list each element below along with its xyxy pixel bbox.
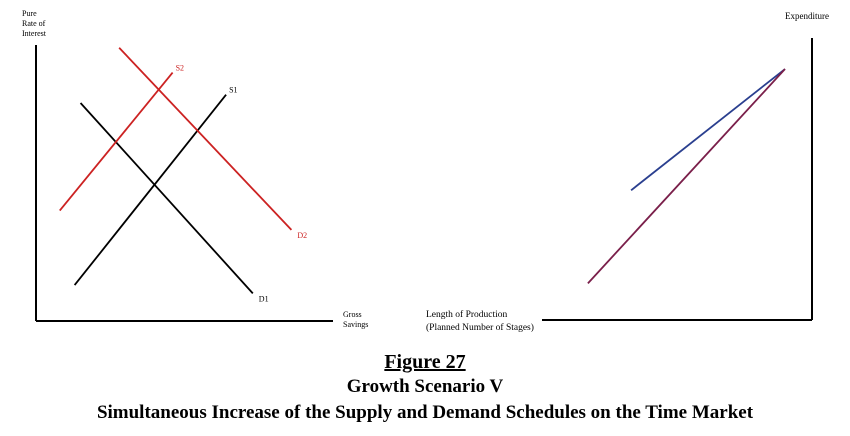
series-line-1-1 <box>587 68 786 284</box>
series-label-s2: S2 <box>176 64 184 73</box>
figure-number-text: Figure 27 <box>384 351 466 373</box>
time-market-chart: S1 D1 S2 D2 Pure Rate of Interest Gross Saving… <box>22 9 368 329</box>
production-structure-chart: Expenditure Length of Production (Planned… <box>426 11 829 333</box>
figure-number: Figure 27 <box>0 351 850 374</box>
series-line-s1 <box>73 94 227 286</box>
series-line-s2 <box>59 72 174 212</box>
series-label-d1: D1 <box>259 294 269 303</box>
right-series-group <box>587 68 786 284</box>
series-line-1-0 <box>630 68 786 191</box>
series-label-s1: S1 <box>229 86 237 95</box>
right-y-axis-label: Expenditure <box>785 11 829 21</box>
series-line-d2 <box>118 47 293 231</box>
left-series-group: S1 D1 S2 D2 <box>59 47 307 303</box>
left-y-axis-label: Pure Rate of Interest <box>22 9 47 38</box>
figure-subtitle: Simultaneous Increase of the Supply and … <box>96 402 754 423</box>
series-line-d1 <box>79 102 254 295</box>
series-label-d2: D2 <box>297 231 307 240</box>
figure-canvas: S1 D1 S2 D2 Pure Rate of Interest Gross Saving… <box>22 9 829 333</box>
right-x-axis-label: Length of Production (Planned Number of S… <box>426 309 534 333</box>
figure-title: Growth Scenario V <box>346 376 504 397</box>
left-x-axis-label: Gross Savings <box>343 310 368 329</box>
